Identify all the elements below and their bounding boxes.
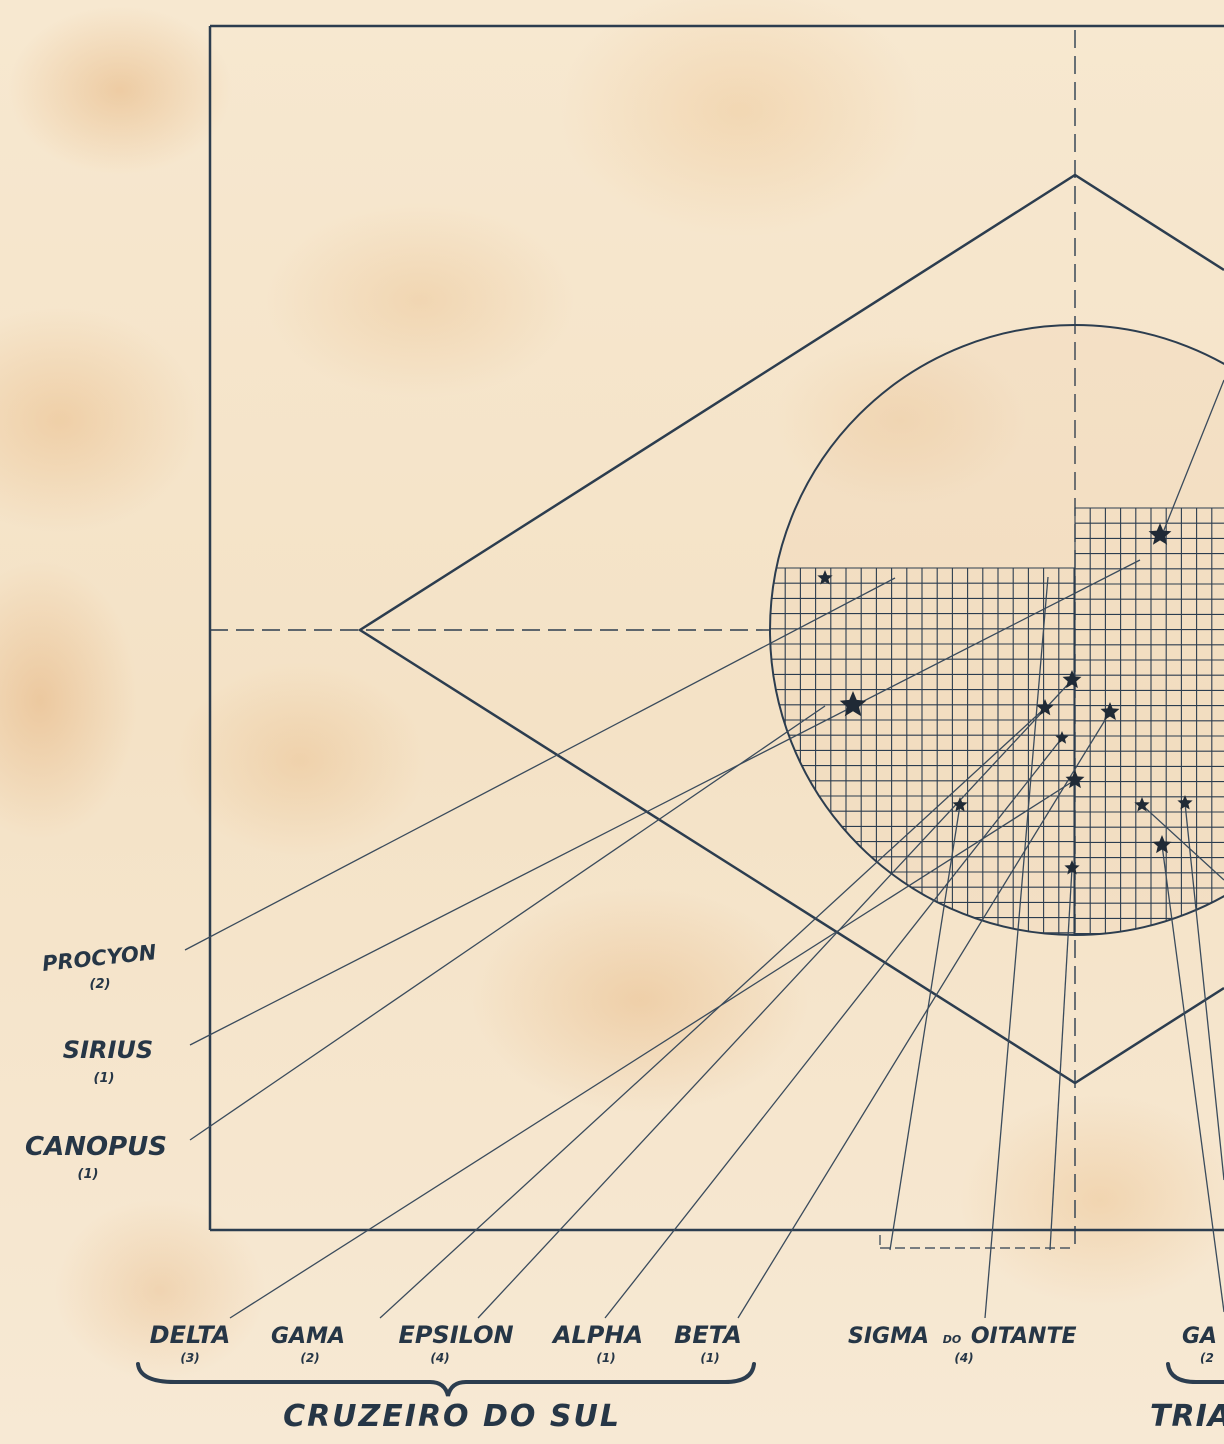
cruzeiro-brace (136, 1362, 756, 1397)
sigma-label-group: SIGMA DO OITANTE (4) (848, 1324, 1077, 1365)
sigma-label: SIGMA DO OITANTE (848, 1324, 1077, 1349)
star-icon (839, 691, 867, 717)
gama-label-group: GAMA (2) (271, 1324, 345, 1365)
epsilon-label-group: EPSILON (4) (398, 1321, 513, 1365)
sirius-label-group: SIRIUS (1) (63, 1036, 153, 1086)
delta-label: DELTA (150, 1321, 231, 1349)
gamma-triangle-label: GA (1182, 1324, 1217, 1349)
alpha-label: ALPHA (551, 1321, 643, 1349)
star-icon (1064, 860, 1080, 875)
star-icon (1062, 670, 1082, 689)
sirius-label: SIRIUS (63, 1036, 153, 1064)
epsilon-label: EPSILON (398, 1321, 513, 1349)
rhombus (357, 173, 1224, 1085)
sirius-magnitude: (1) (94, 1071, 115, 1086)
canopus-label: CANOPUS (25, 1132, 167, 1162)
pointer-lines (184, 379, 1224, 1319)
procyon-label-group: PROCYON (2) (41, 940, 158, 992)
grid-bracket (879, 1235, 1070, 1250)
alpha-label-group: ALPHA (1) (551, 1321, 643, 1365)
star-icon (1177, 795, 1193, 810)
triangulo-label: TRIA (1150, 1399, 1224, 1434)
sigma-prefix: SIGMA (848, 1324, 929, 1349)
triangulo-brace (1166, 1362, 1224, 1384)
canopus-label-group: CANOPUS (1) (25, 1132, 167, 1182)
sigma-mid: DO (943, 1333, 961, 1346)
gama-label: GAMA (271, 1324, 345, 1349)
star-icon (1100, 702, 1120, 721)
delta-label-group: DELTA (3) (150, 1321, 231, 1365)
star-icon (1065, 770, 1085, 789)
star-icon (1055, 731, 1069, 744)
procyon-label: PROCYON (41, 940, 158, 976)
star-icon (1036, 699, 1054, 716)
beta-magnitude: (1) (700, 1351, 719, 1365)
alpha-magnitude: (1) (596, 1351, 615, 1365)
beta-label: BETA (674, 1321, 742, 1349)
star-icon (1134, 797, 1150, 812)
sigma-magnitude: (4) (954, 1351, 973, 1365)
epsilon-magnitude: (4) (430, 1351, 449, 1365)
gama-magnitude: (2) (300, 1351, 319, 1365)
star-icon (952, 797, 968, 812)
gamma-triangle-magnitude: (2 (1200, 1351, 1214, 1365)
canopus-magnitude: (1) (78, 1167, 99, 1182)
stars (817, 523, 1193, 875)
flag-border (208, 24, 1224, 1232)
beta-label-group: BETA (1) (674, 1321, 742, 1365)
sigma-suffix: OITANTE (971, 1324, 1077, 1349)
delta-magnitude: (3) (180, 1351, 199, 1365)
procyon-magnitude: (2) (90, 977, 111, 992)
star-icon (1152, 835, 1172, 854)
star-icon (817, 570, 833, 585)
star-icon (1148, 523, 1172, 545)
gamma-triangle-label-group: GA (2 (1182, 1324, 1217, 1365)
cruzeiro-do-sul-label: CRUZEIRO DO SUL (283, 1399, 621, 1434)
